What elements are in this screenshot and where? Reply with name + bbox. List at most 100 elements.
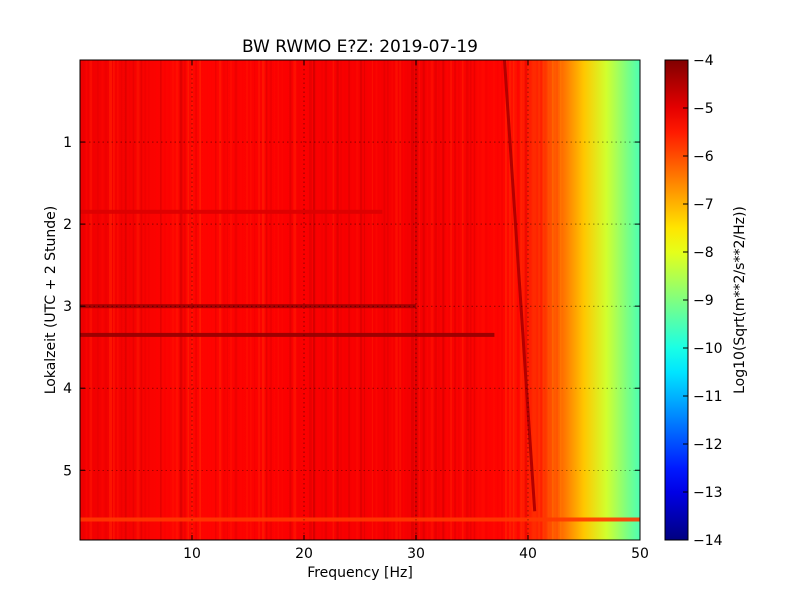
horizontal-band [80,517,640,522]
frequency-stripe [532,60,535,540]
frequency-stripe [144,60,147,540]
frequency-stripe [403,60,405,540]
frequency-stripe [469,60,472,540]
frequency-stripe [450,60,452,540]
frequency-stripe [516,60,520,540]
frequency-stripe [289,60,292,540]
frequency-stripe [524,60,528,540]
horizontal-band [80,209,383,214]
frequency-stripe [195,60,197,540]
frequency-stripe [313,60,316,540]
frequency-stripe [175,60,179,540]
colorbar-tick-label: −5 [693,101,714,117]
frequency-stripe [218,60,222,540]
frequency-stripe [262,60,265,540]
frequency-stripe [132,60,135,540]
frequency-stripe [171,60,175,540]
frequency-stripe [93,60,95,540]
frequency-stripe [454,60,457,540]
frequency-stripe [277,60,279,540]
grid-lines [80,60,640,540]
frequency-stripe [363,60,366,540]
frequency-stripe [179,60,183,540]
y-axis-ticks: 1 2 3 4 5 [63,135,640,479]
frequency-stripe [273,60,275,540]
frequency-stripe [140,60,143,540]
frequency-stripe [509,60,512,540]
x-tick-label: 50 [631,546,649,562]
frequency-stripe [117,60,119,540]
frequency-stripe [328,60,332,540]
y-axis-label: Lokalzeit (UTC + 2 Stunde) [43,206,59,395]
frequency-stripe [269,60,272,540]
frequency-stripe [418,60,421,540]
x-tick-label: 10 [183,546,201,562]
chart-title: BW RWMO E?Z: 2019-07-19 [242,37,478,57]
frequency-stripe [501,60,503,540]
frequency-stripe [461,60,464,540]
frequency-stripe [309,60,312,540]
frequency-stripe [352,60,354,540]
frequency-stripe [297,60,301,540]
frequency-stripe [485,60,488,540]
frequency-stripe [226,60,228,540]
frequency-stripe [367,60,371,540]
frequency-stripe [434,60,437,540]
frequency-stripe [375,60,378,540]
frequency-stripe [497,60,499,540]
frequency-stripe [152,60,154,540]
frequency-stripe [556,60,558,540]
frequency-stripe [481,60,485,540]
frequency-stripe [505,60,507,540]
frequency-stripe [120,60,123,540]
colorbar-tick-label: −4 [693,53,714,69]
frequency-stripe [105,60,108,540]
x-axis-label: Frequency [Hz] [307,565,413,581]
frequency-stripe [332,60,335,540]
frequency-stripe [97,60,99,540]
frequency-stripe [238,60,240,540]
frequency-stripe [383,60,386,540]
colorbar-tick-label: −10 [693,341,723,357]
frequency-stripe [215,60,217,540]
frequency-stripe [559,60,562,540]
frequency-stripe [281,60,283,540]
plot-frame [79,59,641,541]
frequency-stripe [234,60,238,540]
frequency-stripe [128,60,131,540]
y-tick-label: 4 [63,381,72,397]
frequency-stripe [356,60,359,540]
frequency-stripe [379,60,381,540]
frequency-stripe [222,60,226,540]
colorbar-tick-label: −6 [693,149,714,165]
frequency-stripe [167,60,170,540]
y-tick-label: 1 [63,135,72,151]
frequency-stripe [246,60,248,540]
frequency-stripe [81,60,84,540]
frequency-stripe [199,60,201,540]
frequency-stripe [101,60,104,540]
frequency-stripe [493,60,495,540]
frequency-stripe [164,60,166,540]
frequency-stripe [430,60,434,540]
spectrogram-area [80,60,640,540]
frequency-stripe [422,60,425,540]
frequency-stripe [301,60,305,540]
x-tick-label: 20 [295,546,313,562]
frequency-stripe [207,60,210,540]
frequency-stripe [489,60,491,540]
horizontal-band [80,332,495,337]
frequency-stripe [446,60,449,540]
frequency-stripe [293,60,297,540]
frequency-stripe [285,60,288,540]
x-tick-label: 40 [519,546,537,562]
frequency-stripe [160,60,162,540]
frequency-stripe [465,60,469,540]
frequency-stripe [305,60,307,540]
frequency-stripe [438,60,440,540]
colorbar-tick-label: −11 [693,389,723,405]
frequency-stripe [242,60,244,540]
frequency-stripe [344,60,346,540]
colorbar-tick-label: −14 [693,533,723,549]
